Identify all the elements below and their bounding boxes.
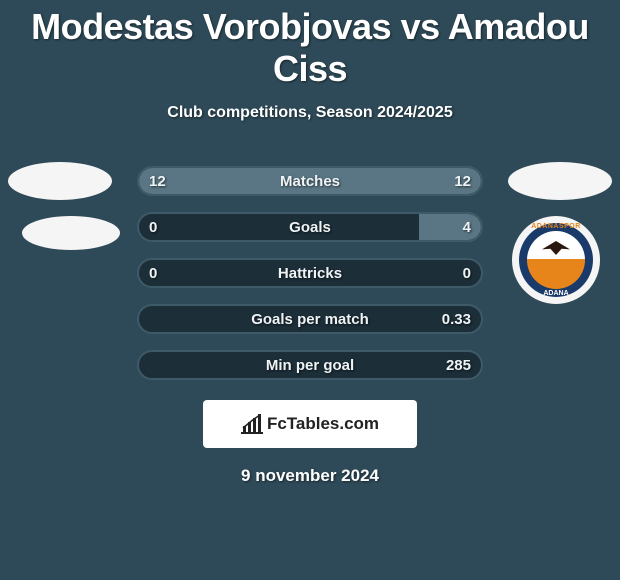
stat-row: 0 Goals 4 [0, 204, 620, 250]
brand-box[interactable]: FcTables.com [203, 400, 417, 448]
stat-bar: 0 Goals 4 [137, 212, 483, 242]
stat-value-left: 0 [149, 219, 157, 236]
brand-text: FcTables.com [267, 414, 379, 434]
stat-bar: 12 Matches 12 [137, 166, 483, 196]
stat-value-left: 0 [149, 265, 157, 282]
stat-label: Matches [280, 173, 340, 190]
bar-chart-icon [241, 414, 263, 434]
root: Modestas Vorobjovas vs Amadou Ciss Club … [0, 0, 620, 486]
stat-label: Goals [289, 219, 331, 236]
stat-value-right: 0 [463, 265, 471, 282]
stat-row: Min per goal 285 [0, 342, 620, 388]
stat-bar: Goals per match 0.33 [137, 304, 483, 334]
stat-bar: Min per goal 285 [137, 350, 483, 380]
stat-label: Goals per match [251, 311, 369, 328]
stat-value-left: 12 [149, 173, 166, 190]
stat-value-right: 285 [446, 357, 471, 374]
stat-bar: 0 Hattricks 0 [137, 258, 483, 288]
date-text: 9 november 2024 [241, 466, 379, 486]
stat-label: Min per goal [266, 357, 354, 374]
stat-value-right: 12 [454, 173, 471, 190]
subtitle: Club competitions, Season 2024/2025 [167, 104, 452, 122]
stat-value-right: 4 [463, 219, 471, 236]
bar-fill-right [419, 214, 481, 240]
stat-row: Goals per match 0.33 [0, 296, 620, 342]
stat-row: 12 Matches 12 [0, 158, 620, 204]
page-title: Modestas Vorobjovas vs Amadou Ciss [0, 6, 620, 90]
stat-row: 0 Hattricks 0 [0, 250, 620, 296]
stat-label: Hattricks [278, 265, 342, 282]
stat-value-right: 0.33 [442, 311, 471, 328]
stats-area: ADANASPOR ADANA 12 Matches 12 0 Goals 4 [0, 158, 620, 388]
